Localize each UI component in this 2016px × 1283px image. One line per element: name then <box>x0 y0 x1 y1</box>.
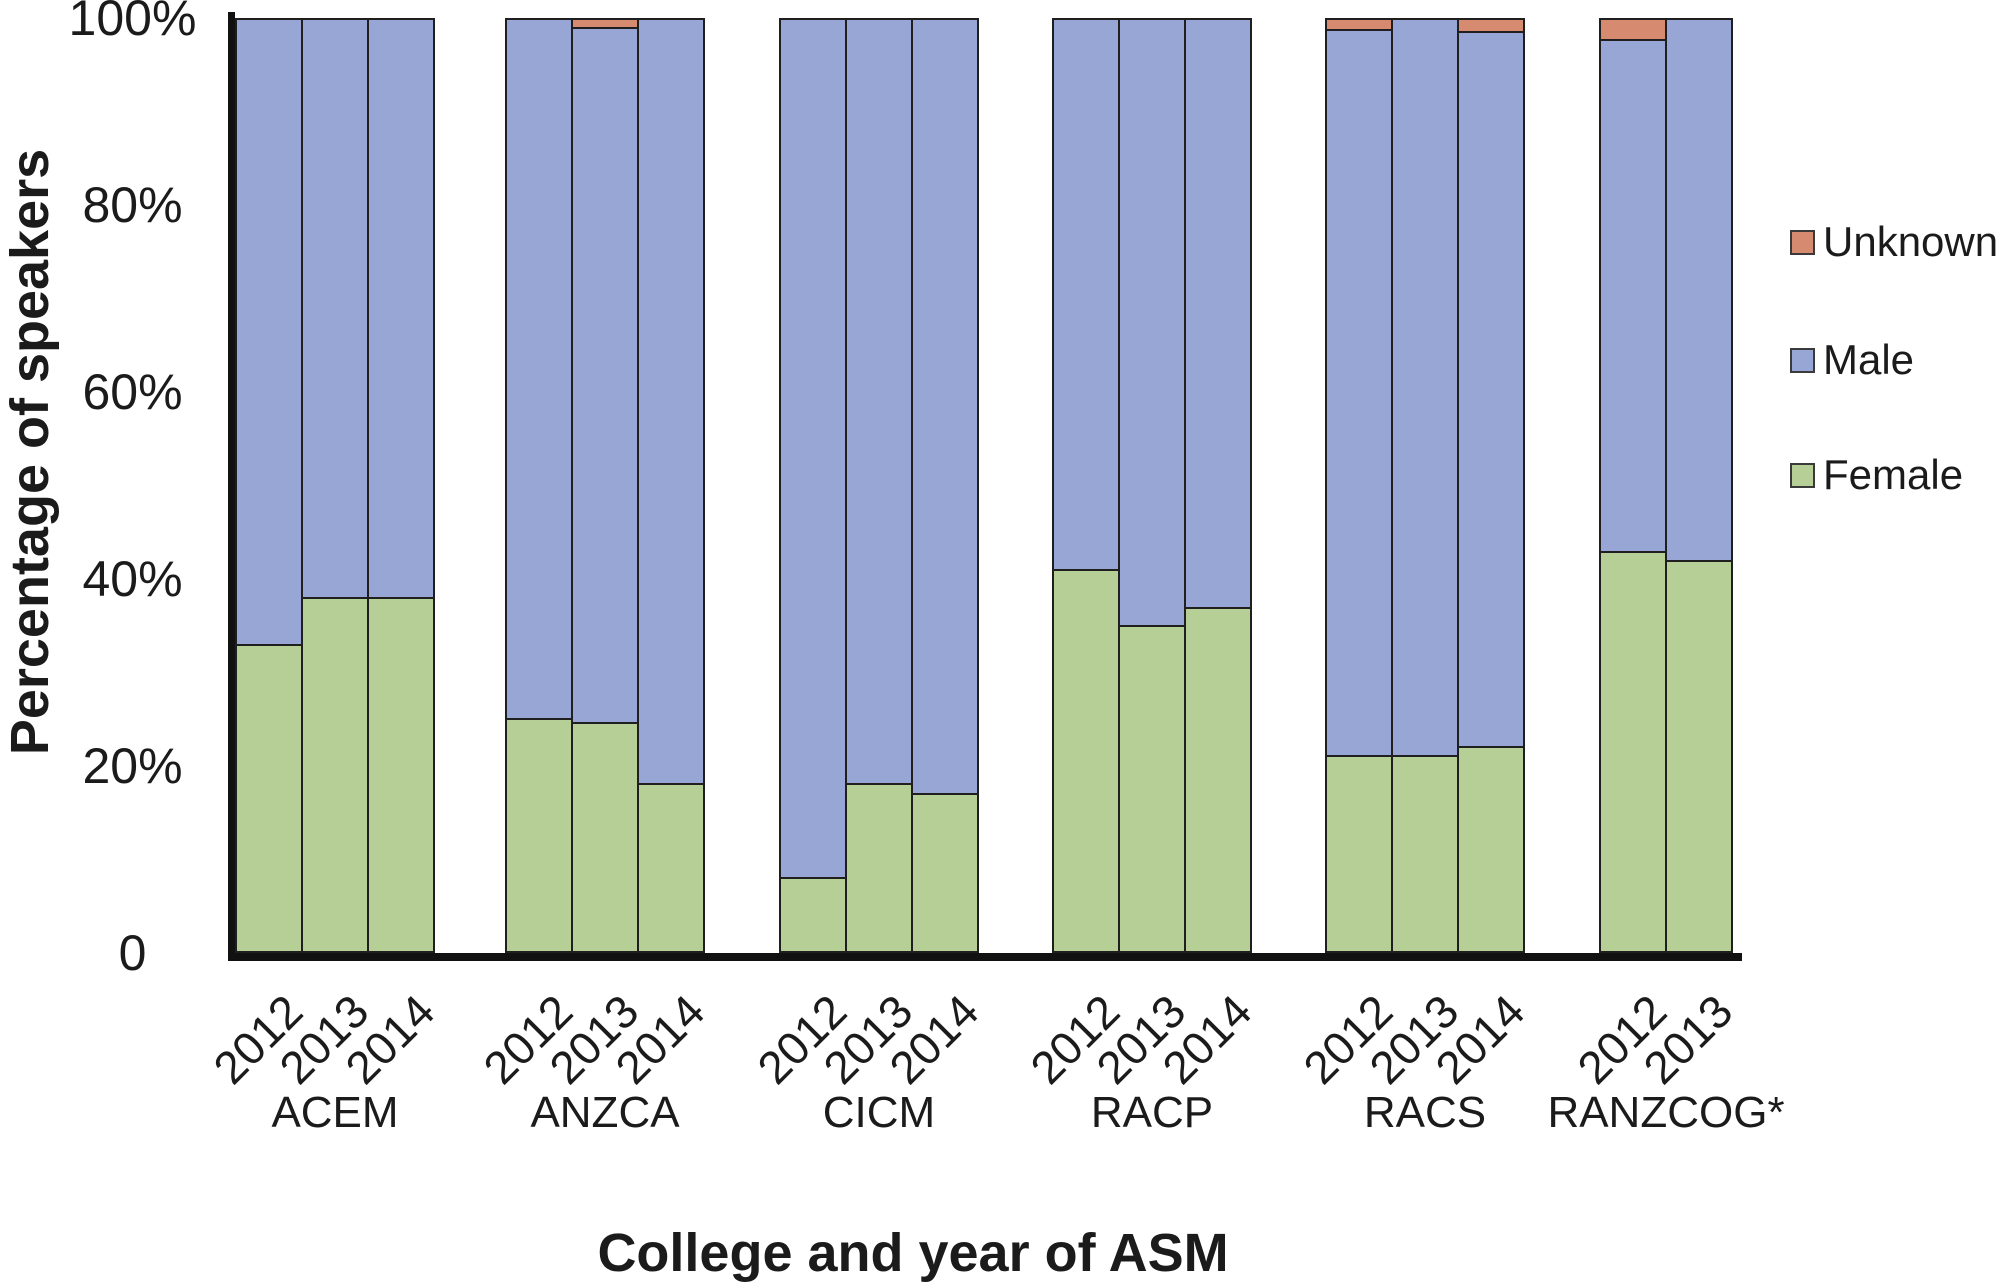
segment-female <box>1393 755 1457 951</box>
legend-swatch-female <box>1790 462 1815 488</box>
bar-RANZCOG-2012 <box>1599 18 1667 953</box>
bar-RACP-2012 <box>1052 18 1120 953</box>
segment-female <box>1601 550 1665 951</box>
segment-female <box>781 876 845 951</box>
segment-male <box>369 20 433 598</box>
bar-CICM-2013 <box>845 18 913 953</box>
segment-male <box>1054 20 1118 570</box>
bar-CICM-2012 <box>779 18 847 953</box>
bar-RACP-2013 <box>1118 18 1186 953</box>
segment-female <box>507 718 571 951</box>
segment-male <box>1393 20 1457 756</box>
group-label-ACEM: ACEM <box>271 1088 399 1137</box>
segment-unknown <box>1601 20 1665 39</box>
group-label-RACS: RACS <box>1363 1088 1487 1137</box>
legend-swatch-male <box>1790 347 1815 373</box>
segment-male <box>781 20 845 877</box>
legend-label: Female <box>1823 451 1964 498</box>
y-tick-label-100: 100% <box>68 0 197 46</box>
bar-ACEM-2013 <box>301 18 369 953</box>
y-axis-line <box>228 12 235 961</box>
segment-female <box>1186 606 1250 951</box>
legend-label: Male <box>1823 336 1915 383</box>
legend-row-male: Male <box>1790 336 1915 383</box>
segment-female <box>369 597 433 951</box>
bar-ACEM-2012 <box>235 18 303 953</box>
segment-male <box>1601 38 1665 551</box>
bar-CICM-2014 <box>911 18 979 953</box>
segment-female <box>639 783 703 951</box>
group-label-RANZCOG: RANZCOG* <box>1547 1088 1785 1137</box>
segment-male <box>237 20 301 644</box>
bar-RACS-2012 <box>1325 18 1393 953</box>
x-axis-title: College and year of ASM <box>597 1223 1229 1283</box>
segment-male <box>847 20 911 784</box>
segment-male <box>1327 29 1391 756</box>
segment-unknown <box>573 20 637 28</box>
y-tick-label-0: 0 <box>118 925 147 981</box>
segment-male <box>573 27 637 722</box>
legend-row-female: Female <box>1790 451 1964 498</box>
segment-male <box>639 20 703 784</box>
group-label-RACP: RACP <box>1090 1088 1214 1137</box>
legend-label: Unknown <box>1823 218 1999 265</box>
group-label-CICM: CICM <box>822 1088 936 1137</box>
segment-female <box>237 643 301 951</box>
segment-female <box>1667 559 1731 951</box>
legend-row-unknown: Unknown <box>1790 218 1999 265</box>
bar-ANZCA-2012 <box>505 18 573 953</box>
y-axis-title-text: Percentage of speakers <box>0 148 60 756</box>
y-tick-label-40: 40% <box>82 551 183 607</box>
bar-RANZCOG-2013 <box>1665 18 1733 953</box>
segment-unknown <box>1327 20 1391 30</box>
segment-male <box>1120 20 1184 626</box>
segment-female <box>913 792 977 951</box>
segment-male <box>507 20 571 719</box>
segment-female <box>1120 625 1184 951</box>
segment-male <box>1667 20 1731 560</box>
segment-male <box>913 20 977 793</box>
bar-ANZCA-2014 <box>637 18 705 953</box>
x-axis-line <box>228 953 1742 961</box>
y-tick-label-60: 60% <box>82 364 183 420</box>
segment-male <box>303 20 367 598</box>
legend-swatch-unknown <box>1790 229 1815 255</box>
segment-male <box>1186 20 1250 607</box>
bar-RACP-2014 <box>1184 18 1252 953</box>
y-tick-label-80: 80% <box>82 177 183 233</box>
segment-female <box>1327 755 1391 951</box>
segment-female <box>847 783 911 951</box>
y-tick-label-20: 20% <box>82 738 183 794</box>
segment-female <box>1459 746 1523 951</box>
bar-RACS-2013 <box>1391 18 1459 953</box>
bar-ANZCA-2013 <box>571 18 639 953</box>
group-label-ANZCA: ANZCA <box>530 1088 680 1137</box>
bar-ACEM-2014 <box>367 18 435 953</box>
segment-male <box>1459 31 1523 747</box>
segment-unknown <box>1459 20 1523 32</box>
segment-female <box>303 597 367 951</box>
segment-female <box>573 721 637 951</box>
segment-female <box>1054 569 1118 951</box>
bar-RACS-2014 <box>1457 18 1525 953</box>
